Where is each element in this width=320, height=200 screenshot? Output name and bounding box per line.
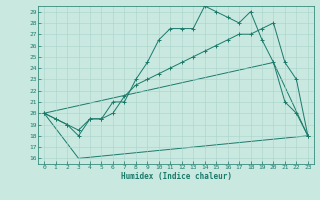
X-axis label: Humidex (Indice chaleur): Humidex (Indice chaleur) — [121, 172, 231, 181]
